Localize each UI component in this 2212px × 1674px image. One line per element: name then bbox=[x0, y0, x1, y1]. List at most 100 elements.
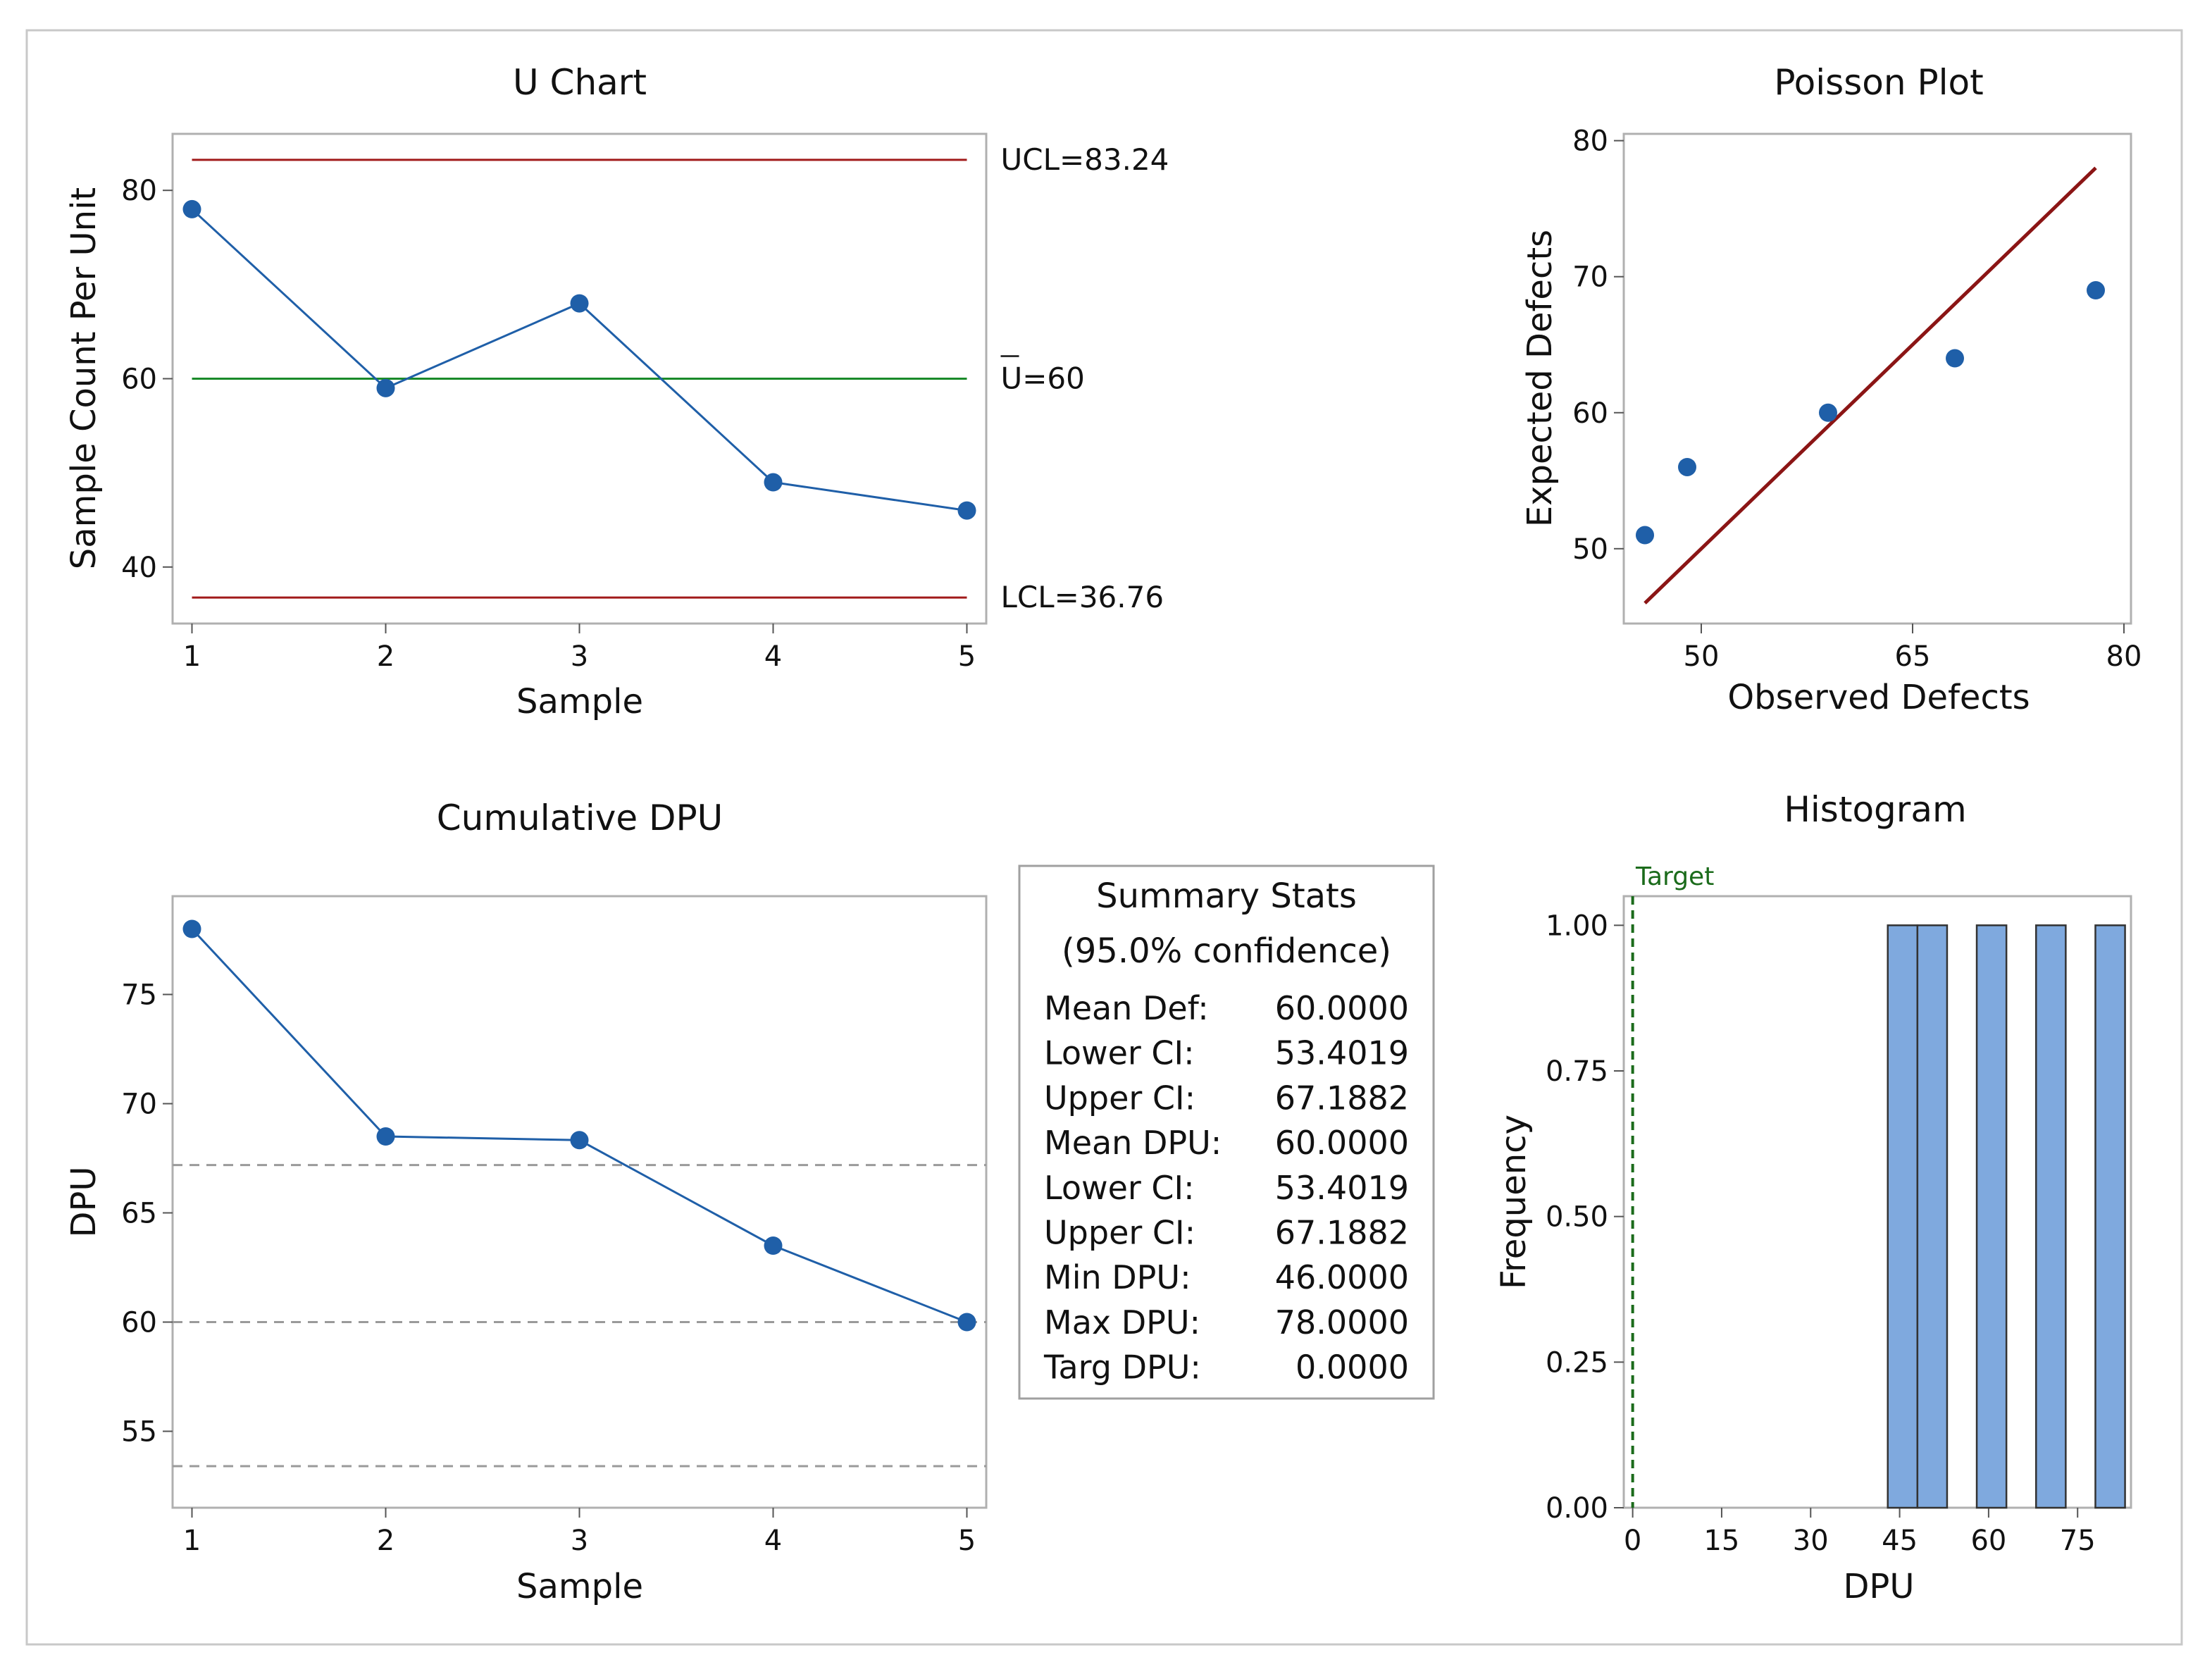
cumulative-dpu-point bbox=[957, 1313, 976, 1332]
poisson-xtick-label: 50 bbox=[1684, 640, 1720, 673]
cumulative-dpu-xtick-label: 3 bbox=[571, 1525, 588, 1557]
poisson-plot-xlabel: Observed Defects bbox=[1727, 678, 2030, 717]
histogram-ytick-label: 0.25 bbox=[1546, 1346, 1608, 1379]
cumulative-dpu-title: Cumulative DPU bbox=[437, 798, 723, 838]
summary-stats-title: Summary Stats bbox=[1096, 876, 1357, 916]
summary-row-value: 78.0000 bbox=[1275, 1303, 1409, 1341]
histogram-bar bbox=[1887, 924, 1919, 1509]
u-chart-ytick-label: 80 bbox=[121, 175, 157, 207]
histogram-xtick-label: 30 bbox=[1793, 1525, 1829, 1557]
poisson-plot: Poisson Plot 50 60 70 80 50 65 80 Expected De… bbox=[1520, 62, 2142, 717]
summary-row-value: 0.0000 bbox=[1295, 1348, 1409, 1387]
summary-row-label: Upper CI: bbox=[1044, 1214, 1195, 1252]
summary-row-label: Min DPU: bbox=[1044, 1258, 1191, 1296]
histogram-xtick-label: 60 bbox=[1970, 1525, 2006, 1557]
u-chart-ytick-label: 40 bbox=[121, 552, 157, 584]
poisson-plot-frame bbox=[1622, 132, 2132, 625]
cumulative-dpu-point bbox=[376, 1127, 395, 1146]
cumulative-dpu-chart: Cumulative DPU 55 60 65 70 75 1 2 3 4 5 DPU Samp… bbox=[64, 798, 988, 1606]
u-chart-xtick-label: 2 bbox=[377, 640, 394, 673]
poisson-xtick-label: 80 bbox=[2106, 640, 2142, 673]
poisson-plot-title: Poisson Plot bbox=[1774, 62, 1983, 103]
poisson-point bbox=[1819, 403, 1837, 422]
cumulative-dpu-ylabel: DPU bbox=[64, 1166, 104, 1237]
cumulative-dpu-xtick-label: 5 bbox=[958, 1525, 976, 1557]
histogram-ytick-label: 0.75 bbox=[1546, 1055, 1608, 1088]
summary-row-label: Mean Def: bbox=[1044, 989, 1209, 1027]
poisson-point bbox=[1678, 457, 1696, 476]
u-chart-point bbox=[182, 199, 201, 218]
u-chart-xtick-label: 5 bbox=[958, 640, 976, 673]
u-chart-xlabel: Sample bbox=[516, 682, 643, 721]
summary-row-label: Targ DPU: bbox=[1043, 1348, 1201, 1387]
u-chart-point bbox=[376, 378, 395, 397]
u-chart-point bbox=[764, 473, 783, 492]
histogram-bar bbox=[2035, 924, 2067, 1509]
summary-row-value: 53.4019 bbox=[1275, 1034, 1409, 1072]
histogram-chart: Histogram 0.00 0.25 0.50 0.75 1.00 0 15 30 45 60… bbox=[1494, 789, 2132, 1606]
u-chart-point bbox=[570, 294, 589, 313]
summary-row-value: 67.1882 bbox=[1275, 1214, 1409, 1252]
figure-border bbox=[25, 29, 2183, 1646]
u-chart-point bbox=[957, 501, 976, 520]
cumulative-dpu-xtick-label: 1 bbox=[183, 1525, 201, 1557]
summary-row-label: Lower CI: bbox=[1044, 1169, 1195, 1207]
histogram-target-label: Target bbox=[1635, 862, 1714, 891]
summary-row-label: Max DPU: bbox=[1044, 1303, 1200, 1341]
cumulative-dpu-ytick-label: 65 bbox=[121, 1198, 157, 1230]
cumulative-dpu-xtick-label: 4 bbox=[764, 1525, 782, 1557]
cumulative-dpu-point bbox=[570, 1131, 589, 1150]
histogram-ylabel: Frequency bbox=[1494, 1115, 1534, 1289]
histogram-title: Histogram bbox=[1784, 789, 1966, 830]
histogram-xtick-label: 0 bbox=[1624, 1525, 1641, 1557]
u-chart-xtick-label: 3 bbox=[571, 640, 588, 673]
summary-stats-box: Summary Stats (95.0% confidence) Mean De… bbox=[1018, 864, 1435, 1400]
cumulative-dpu-xtick-label: 2 bbox=[377, 1525, 394, 1557]
histogram-bar bbox=[2094, 924, 2126, 1509]
cumulative-dpu-xlabel: Sample bbox=[516, 1567, 643, 1606]
poisson-point bbox=[1636, 526, 1654, 545]
summary-stats-frame bbox=[1018, 864, 1435, 1400]
histogram-xlabel: DPU bbox=[1843, 1567, 1914, 1606]
u-chart-ylabel: Sample Count Per Unit bbox=[64, 187, 104, 570]
cumulative-dpu-ytick-label: 60 bbox=[121, 1307, 157, 1339]
summary-row-value: 53.4019 bbox=[1275, 1169, 1409, 1207]
poisson-ytick-label: 70 bbox=[1572, 261, 1608, 294]
u-chart-lcl-label: LCL=36.76 bbox=[1001, 580, 1164, 614]
u-chart-xtick-label: 1 bbox=[183, 640, 201, 673]
u-chart-ytick-label: 60 bbox=[121, 364, 157, 396]
poisson-plot-ylabel: Expected Defects bbox=[1520, 230, 1560, 527]
poisson-point bbox=[2087, 281, 2105, 300]
poisson-fit-line bbox=[1644, 166, 2097, 604]
summary-stats-subtitle: (95.0% confidence) bbox=[1062, 931, 1391, 971]
poisson-ytick-label: 50 bbox=[1572, 533, 1608, 566]
cumulative-dpu-ytick-label: 75 bbox=[121, 979, 157, 1012]
histogram-ytick-label: 0.00 bbox=[1546, 1492, 1608, 1525]
u-chart-title: U Chart bbox=[513, 62, 647, 103]
cumulative-dpu-point bbox=[764, 1236, 783, 1255]
summary-row-label: Upper CI: bbox=[1044, 1079, 1195, 1117]
summary-row-label: Lower CI: bbox=[1044, 1034, 1195, 1072]
cumulative-dpu-ytick-label: 55 bbox=[121, 1416, 157, 1449]
poisson-ytick-label: 80 bbox=[1572, 125, 1608, 158]
summary-row-value: 60.0000 bbox=[1275, 989, 1409, 1027]
poisson-xtick-label: 65 bbox=[1895, 640, 1931, 673]
cumulative-dpu-point bbox=[182, 919, 201, 938]
histogram-xtick-label: 45 bbox=[1882, 1525, 1918, 1557]
u-chart-xtick-label: 4 bbox=[764, 640, 782, 673]
histogram-ytick-label: 1.00 bbox=[1546, 910, 1608, 942]
cumulative-dpu-ytick-label: 70 bbox=[121, 1089, 157, 1121]
histogram-ytick-label: 0.50 bbox=[1546, 1201, 1608, 1234]
histogram-xtick-label: 75 bbox=[2060, 1525, 2096, 1557]
summary-row-value: 67.1882 bbox=[1275, 1079, 1409, 1117]
summary-row-label: Mean DPU: bbox=[1044, 1124, 1222, 1162]
summary-row-value: 46.0000 bbox=[1275, 1258, 1409, 1296]
u-chart: U Chart 40 60 80 1 2 3 4 5 UCL=83.24 U=60 LCL=36… bbox=[64, 62, 1169, 721]
u-chart-ucl-label: UCL=83.24 bbox=[1001, 142, 1169, 177]
histogram-plot-frame bbox=[1622, 895, 2132, 1509]
summary-row-value: 60.0000 bbox=[1275, 1124, 1409, 1162]
histogram-bar bbox=[1975, 924, 2008, 1509]
poisson-ytick-label: 60 bbox=[1572, 397, 1608, 430]
histogram-bar bbox=[1916, 924, 1949, 1509]
